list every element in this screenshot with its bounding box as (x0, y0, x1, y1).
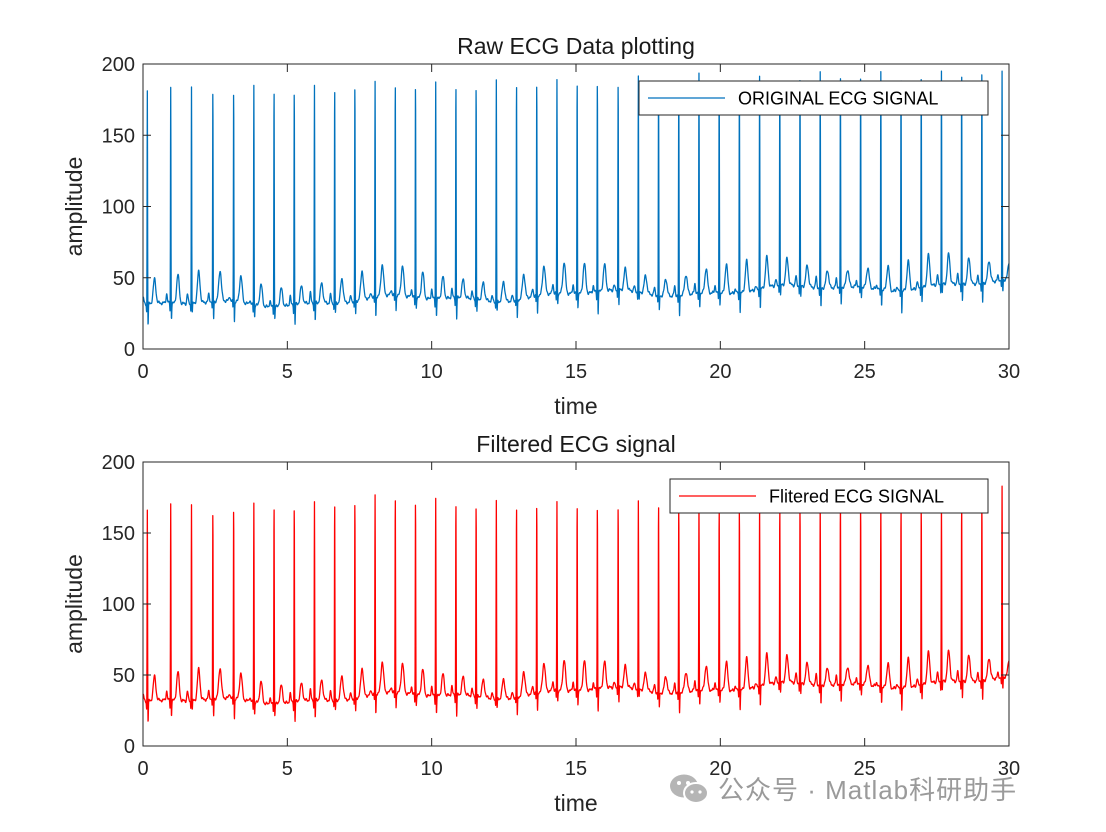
x-axis-label: time (554, 790, 597, 816)
chart-panel-2: 0 5 10 15 20 25 30 0 50 100 150 200 Filtered ECG sig… (61, 431, 1020, 816)
watermark: 公众号 · Matlab科研助手 (668, 770, 1017, 807)
chart-title: Raw ECG Data plotting (457, 33, 695, 59)
x-tick-label: 0 (137, 361, 148, 383)
x-tick-label: 5 (282, 361, 293, 383)
x-axis-label: time (554, 393, 597, 419)
x-tick-label: 5 (282, 758, 293, 780)
x-tick-label: 25 (854, 361, 876, 383)
y-tick-label: 150 (102, 125, 135, 147)
x-tick-label: 15 (565, 758, 587, 780)
y-tick-label: 100 (102, 594, 135, 616)
legend-label: ORIGINAL ECG SIGNAL (738, 89, 938, 109)
wechat-icon (670, 774, 709, 804)
y-tick-label: 200 (102, 452, 135, 474)
y-tick-label: 50 (113, 665, 135, 687)
legend: ORIGINAL ECG SIGNAL (638, 80, 989, 116)
y-axis-label: amplitude (61, 157, 87, 257)
chart-title: Filtered ECG signal (476, 431, 675, 457)
y-tick-label: 150 (102, 523, 135, 545)
y-tick-label: 100 (102, 197, 135, 219)
x-tick-label: 25 (854, 758, 876, 780)
chart-panel-1: 0 5 10 15 20 25 30 0 50 100 150 200 Raw ECG Data plo… (61, 33, 1020, 419)
x-tick-label: 20 (709, 758, 731, 780)
y-axis-label: amplitude (61, 554, 87, 654)
y-tick-label: 0 (124, 736, 135, 758)
y-tick-label: 200 (102, 54, 135, 76)
x-tick-label: 0 (137, 758, 148, 780)
signal-line (142, 485, 1010, 723)
x-tick-label: 20 (709, 361, 731, 383)
legend-label: Flitered ECG SIGNAL (769, 487, 944, 507)
signal-line (142, 70, 1010, 325)
x-tick-label: 15 (565, 361, 587, 383)
x-tick-label: 10 (421, 361, 443, 383)
x-tick-label: 30 (998, 758, 1020, 780)
x-tick-label: 30 (998, 361, 1020, 383)
y-tick-label: 50 (113, 268, 135, 290)
watermark-text: 公众号 · Matlab科研助手 (718, 775, 1018, 805)
legend: Flitered ECG SIGNAL (669, 478, 989, 514)
y-tick-label: 0 (124, 339, 135, 361)
x-tick-label: 10 (421, 758, 443, 780)
